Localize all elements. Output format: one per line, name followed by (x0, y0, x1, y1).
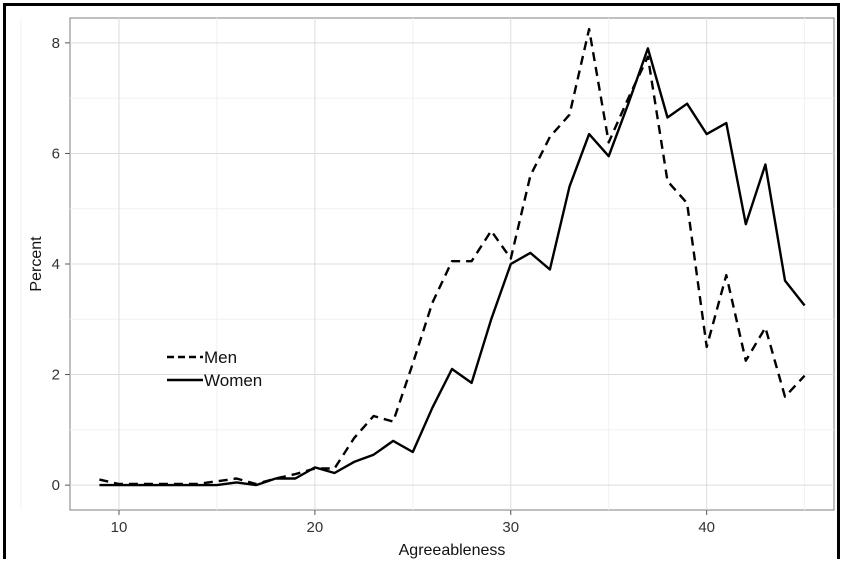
x-tick-label: 10 (111, 519, 128, 536)
x-tick-label: 40 (698, 519, 715, 536)
y-tick-label: 0 (52, 477, 60, 494)
series-line-women (99, 47, 806, 487)
legend: Men Women (167, 348, 262, 390)
x-tick-label: 20 (307, 519, 324, 536)
y-tick-label: 2 (52, 367, 60, 384)
x-axis-title: Agreeableness (399, 542, 506, 559)
y-tick-label: 4 (52, 256, 60, 273)
y-axis-title: Percent (28, 236, 45, 292)
outer-frame (3, 3, 840, 559)
legend-label-women: Women (204, 371, 262, 390)
axes-layer: 10 20 30 40 0 2 4 6 8 (52, 35, 715, 536)
series-layer (99, 27, 806, 487)
y-tick-label: 6 (52, 145, 60, 162)
x-tick-label: 30 (502, 519, 519, 536)
y-tick-label: 8 (52, 35, 60, 52)
grid-major (70, 18, 834, 510)
series-line-men (99, 27, 806, 486)
legend-label-men: Men (204, 348, 237, 367)
